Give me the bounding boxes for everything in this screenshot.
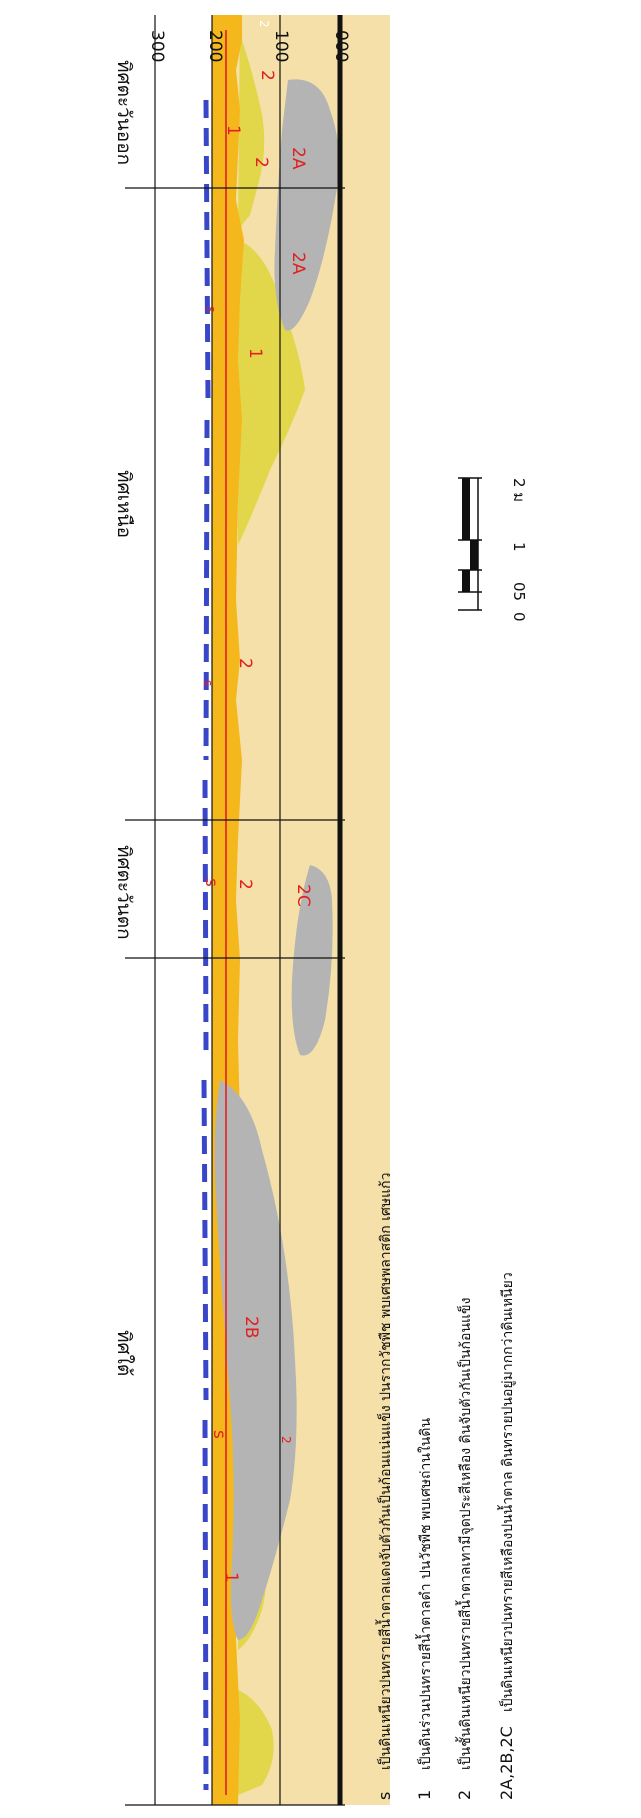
layer-label-2: 2 <box>251 157 271 168</box>
direction-north-label: ทิศเหนือ <box>113 470 135 538</box>
layer-label-2: 2 <box>257 70 277 81</box>
scale-label: 0 <box>510 612 528 622</box>
legend-text-2: เป็นชั้นดินเหนียวปนทรายสีน้ำตาลเทามีจุดป… <box>455 1298 474 1770</box>
layer-label-s: s <box>204 306 218 312</box>
layer-label-2: 2 <box>279 1436 293 1444</box>
depth-label: 300 <box>147 30 167 62</box>
grid-lines <box>125 15 345 1806</box>
direction-labels: ทิศตะวันออก ทิศเหนือ ทิศตะวันตก ทิศใต้ <box>113 60 135 1376</box>
layer-label-1: 1 <box>221 1572 241 1583</box>
layer-label-2: 2 <box>235 658 255 669</box>
legend-text-1: เป็นดินร่วนปนทรายสีน้ำตาลดำ ปนวัชพืช พบเ… <box>415 1418 434 1770</box>
depth-label: 000 <box>331 30 351 62</box>
depth-label: 100 <box>271 30 291 62</box>
scale-label: 2 ม <box>510 478 528 502</box>
legend-key-2abc: 2A,2B,2C <box>497 1726 516 1800</box>
legend-text-2abc: เป็นดินเหนียวปนทรายสีเหลืองปนน้ำตาล ดินท… <box>497 1272 516 1712</box>
layer-2a-lens <box>274 79 339 331</box>
layer-label-2: 2 <box>235 879 255 890</box>
layer-labels: 1 2 2 2A 2A s 1 s 2 s 2 2C 2B s 2 1 2 <box>201 20 313 1583</box>
layer-2b-lens <box>214 1080 297 1640</box>
legend-key-1: 1 <box>415 1790 434 1800</box>
legend: s เป็นดินเหนียวปนทรายสีน้ำตาลแดงจับตัวกั… <box>375 1173 516 1800</box>
layer-label-s: s <box>201 680 215 686</box>
direction-west-label: ทิศตะวันตก <box>113 845 135 940</box>
layer-label-2a: 2A <box>288 252 308 275</box>
top-surface-edge <box>201 99 211 1791</box>
layer-label-s: s <box>201 878 221 887</box>
direction-east-label: ทิศตะวันออก <box>113 60 135 165</box>
layer-label-2c: 2C <box>293 884 313 907</box>
layer-1-patch <box>238 15 265 230</box>
scale-label: 1 <box>510 542 528 552</box>
layer-label-s: s <box>209 1430 229 1439</box>
layer-label-1: 1 <box>223 125 243 136</box>
legend-key-2: 2 <box>455 1790 474 1800</box>
scale-label: 05 <box>510 582 528 601</box>
layer-1-patch <box>238 1690 274 1795</box>
legend-text-s: เป็นดินเหนียวปนทรายสีน้ำตาลแดงจับตัวกันเ… <box>375 1173 394 1770</box>
legend-key-s: s <box>375 1792 394 1800</box>
depth-label: 200 <box>205 30 225 62</box>
layer-label-2b: 2B <box>241 1316 261 1338</box>
layer-2c-lens <box>291 865 333 1056</box>
layer-1-patch <box>238 240 305 545</box>
layer-label-2: 2 <box>257 20 271 28</box>
layer-label-2a: 2A <box>288 147 308 170</box>
section-profile <box>201 15 390 1805</box>
layer-label-1: 1 <box>245 348 265 359</box>
direction-south-label: ทิศใต้ <box>113 1330 135 1376</box>
depth-axis: 300 200 100 000 <box>147 30 351 62</box>
scale-bar: 0 05 1 2 ม <box>458 477 528 622</box>
